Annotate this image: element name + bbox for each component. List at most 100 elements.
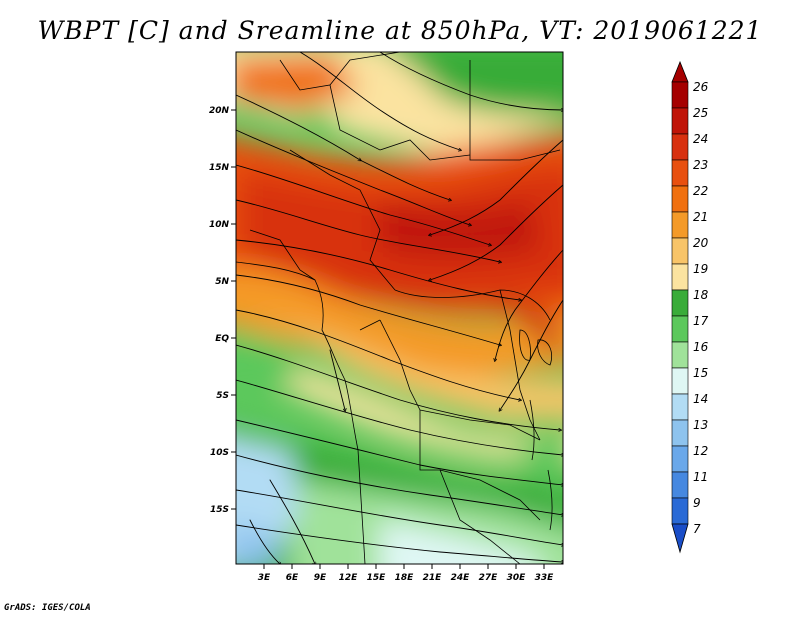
lon-label: 15E xyxy=(367,573,387,583)
colorbar-segment xyxy=(671,419,689,447)
lon-label: 12E xyxy=(339,573,359,583)
lon-label: 3E xyxy=(258,573,271,583)
streamline xyxy=(249,519,280,564)
colorbar-label: 7 xyxy=(693,522,701,536)
lat-label: 5N xyxy=(215,277,229,287)
streamline xyxy=(236,129,470,225)
lake-outline xyxy=(537,339,553,366)
colorbar-segment xyxy=(671,107,689,135)
streamline xyxy=(236,94,450,200)
border-line xyxy=(469,60,561,161)
lon-ticks xyxy=(263,564,545,569)
streamline xyxy=(236,199,500,262)
streamline xyxy=(236,274,500,345)
colorbar: 26 25 24 23 22 21 20 19 18 17 16 15 14 1… xyxy=(671,60,709,554)
colorbar-label: 22 xyxy=(693,184,708,198)
colorbar-label: 24 xyxy=(693,132,708,146)
lat-label: 15N xyxy=(209,163,230,173)
streamline xyxy=(236,524,563,562)
credit-text: GrADS: IGES/COLA xyxy=(4,603,91,613)
colorbar-segment xyxy=(671,185,689,213)
lake-outline xyxy=(547,469,553,531)
colorbar-segment xyxy=(671,237,689,265)
border-line xyxy=(329,52,401,86)
lon-label: 24E xyxy=(451,573,471,583)
colorbar-segment xyxy=(671,341,689,369)
colorbar-label: 11 xyxy=(693,470,708,484)
colorbar-label: 23 xyxy=(693,158,708,172)
lake-outline xyxy=(529,399,535,461)
streamline xyxy=(236,454,563,515)
border-line xyxy=(439,469,541,521)
border-line xyxy=(394,289,551,321)
colorbar-label: 19 xyxy=(693,262,708,276)
colorbar-segment xyxy=(671,471,689,499)
colorbar-labels: 26 25 24 23 22 21 20 19 18 17 16 15 14 1… xyxy=(693,80,709,536)
colorbar-segment xyxy=(671,159,689,187)
streamline xyxy=(299,52,460,150)
streamline xyxy=(236,309,520,400)
lon-labels: 3E 6E 9E 12E 15E 18E 21E 24E 27E 30E 33E xyxy=(258,573,554,583)
colorbar-segment xyxy=(671,445,689,473)
border-line xyxy=(379,319,421,411)
map-area: 20N 15N 10N 5N EQ 5S 10S 15S 3E 6E 9E 12… xyxy=(209,51,564,583)
lat-label: 5S xyxy=(216,391,229,401)
colorbar-label: 13 xyxy=(693,418,708,432)
colorbar-segment xyxy=(671,315,689,343)
colorbar-label: 14 xyxy=(693,392,708,406)
border-line xyxy=(499,289,541,441)
border-line xyxy=(279,59,471,161)
colorbar-segment xyxy=(671,393,689,421)
border-line xyxy=(359,319,381,331)
country-borders xyxy=(236,52,561,564)
lon-label: 33E xyxy=(535,573,555,583)
lat-ticks xyxy=(231,109,236,510)
streamline xyxy=(236,379,563,455)
colorbar-label: 16 xyxy=(693,340,709,354)
lon-label: 30E xyxy=(507,573,527,583)
streamline xyxy=(329,349,345,410)
colorbar-label: 18 xyxy=(693,288,709,302)
colorbar-label: 25 xyxy=(693,106,708,120)
colorbar-label: 9 xyxy=(693,496,701,510)
lon-label: 9E xyxy=(314,573,327,583)
colorbar-label: 20 xyxy=(693,236,709,250)
map-frame xyxy=(235,51,564,565)
lon-label: 6E xyxy=(286,573,299,583)
streamline xyxy=(236,164,490,245)
coastline xyxy=(236,261,366,564)
colorbar-top-arrow xyxy=(671,60,689,83)
streamline xyxy=(236,489,563,545)
border-line xyxy=(249,229,316,281)
colorbar-segment xyxy=(671,81,689,109)
colorbar-segment xyxy=(671,133,689,161)
border-line xyxy=(419,409,541,441)
lat-label: 15S xyxy=(210,505,229,515)
colorbar-bottom-arrow xyxy=(671,523,689,554)
wbpt-shading xyxy=(236,52,563,564)
lon-label: 18E xyxy=(395,573,415,583)
colorbar-segment xyxy=(671,211,689,239)
streamline xyxy=(269,479,315,564)
streamline xyxy=(430,139,563,235)
streamline xyxy=(495,249,563,360)
lat-labels: 20N 15N 10N 5N EQ 5S 10S 15S xyxy=(209,106,230,515)
colorbar-segment xyxy=(671,289,689,317)
border-line xyxy=(419,410,521,564)
colorbar-segment xyxy=(671,263,689,291)
lat-label: 10N xyxy=(209,220,230,230)
colorbar-label: 26 xyxy=(693,80,709,94)
map-title: WBPT [C] and Sreamline at 850hPa, VT: 20… xyxy=(37,16,763,45)
streamline xyxy=(430,184,563,280)
colorbar-label: 17 xyxy=(693,314,709,328)
colorbar-label: 15 xyxy=(693,366,708,380)
colorbar-label: 12 xyxy=(693,444,708,458)
lat-label: EQ xyxy=(215,334,229,344)
streamline xyxy=(236,344,560,430)
colorbar-label: 21 xyxy=(693,210,708,224)
colorbar-segment xyxy=(671,367,689,395)
colorbar-segment xyxy=(671,497,689,525)
lat-label: 10S xyxy=(210,448,229,458)
border-line xyxy=(289,149,396,291)
